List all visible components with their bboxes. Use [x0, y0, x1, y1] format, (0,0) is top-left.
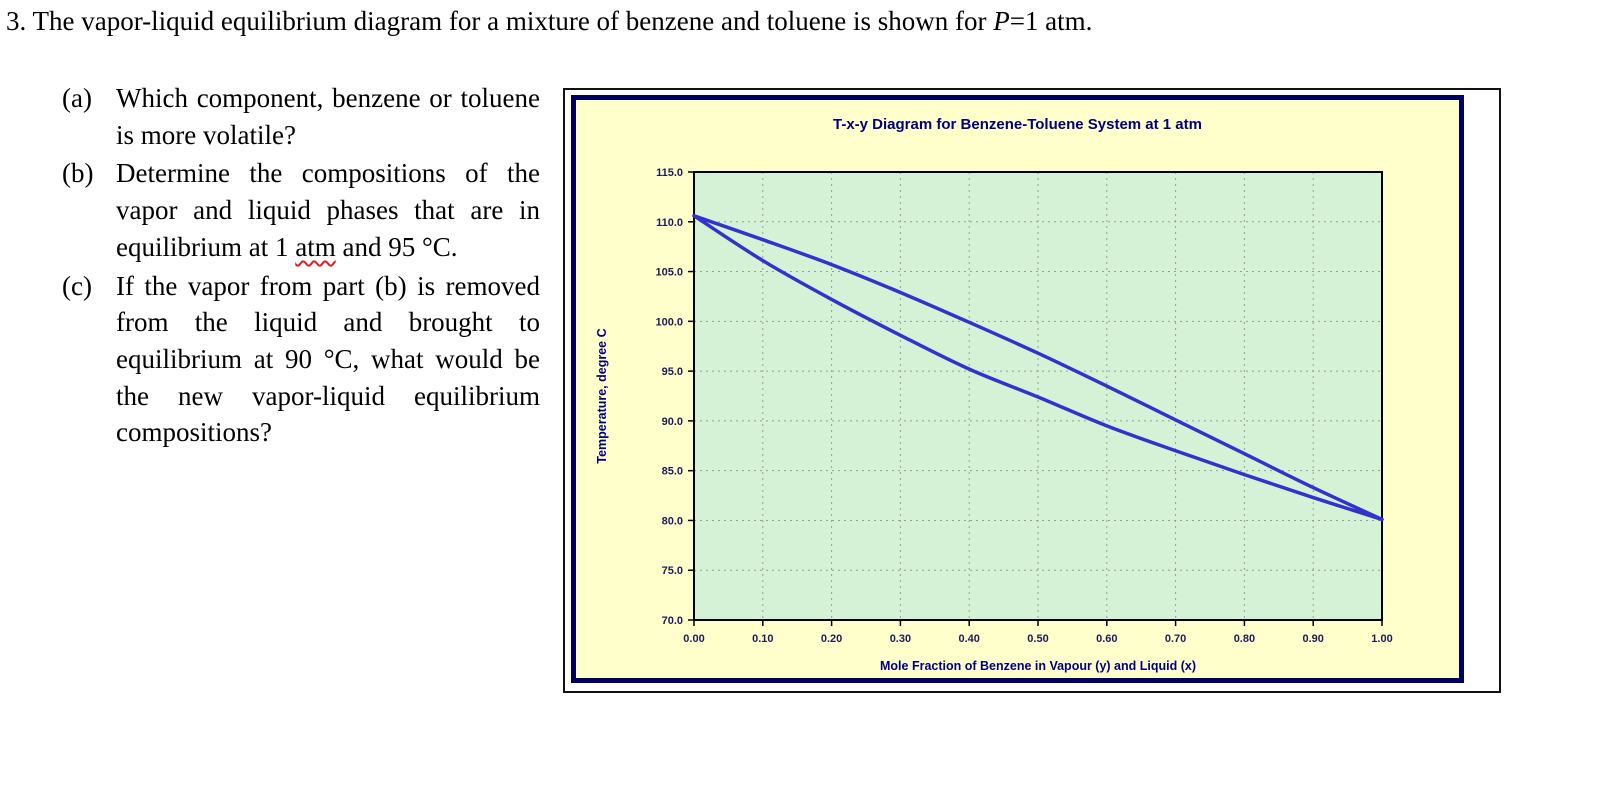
y-tick-label: 90.0: [662, 416, 683, 428]
x-tick-label: 0.50: [1027, 633, 1048, 645]
part-a-text: Which component, benzene or toluene is m…: [116, 83, 540, 150]
question-title: 3. The vapor-liquid equilibrium diagram …: [6, 4, 1186, 39]
question-text: 3. The vapor-liquid equilibrium diagram …: [6, 6, 994, 36]
x-tick-label: 0.90: [1302, 633, 1323, 645]
part-c: (c) If the vapor from part (b) is remove…: [62, 268, 540, 452]
y-tick-label: 115.0: [656, 167, 683, 179]
part-a-label: (a): [62, 83, 92, 113]
part-c-text: If the vapor from part (b) is removed fr…: [116, 270, 540, 448]
part-c-label: (c): [62, 270, 92, 301]
txy-chart: T-x-y Diagram for Benzene-Toluene System…: [571, 95, 1464, 683]
equilibrium-curve: [692, 214, 1384, 522]
part-b-text-pre: Determine the compositions of the vapor …: [116, 158, 540, 262]
x-tick-label: 0.20: [821, 633, 842, 645]
x-tick-label: 0.30: [890, 633, 911, 645]
y-tick-label: 105.0: [655, 267, 683, 279]
y-tick-label: 100.0: [655, 316, 683, 328]
part-a: (a) Which component, benzene or toluene …: [62, 80, 540, 153]
part-b-label: (b): [62, 158, 94, 189]
equilibrium-curve: [692, 214, 1384, 522]
x-tick-label: 1.00: [1371, 633, 1392, 645]
question-text-tail: =1 atm.: [1009, 6, 1093, 36]
part-b-text: Determine the compositions of the vapor …: [116, 155, 540, 265]
y-axis-title: Temperature, degree C: [595, 328, 609, 463]
x-tick-label: 0.80: [1234, 633, 1255, 645]
question-parts: (a) Which component, benzene or toluene …: [62, 80, 540, 453]
x-tick-label: 0.00: [683, 633, 704, 645]
x-axis-title: Mole Fraction of Benzene in Vapour (y) a…: [880, 659, 1196, 673]
y-tick-label: 70.0: [662, 615, 683, 627]
part-b-text-post: and 95 °C.: [335, 231, 458, 262]
part-b-misspelled-word: atm: [295, 231, 336, 262]
chart-canvas: 0.00 0.10 0.20 0.30 0.40 0.50 0.60 0.70 0.80 0.90…: [595, 167, 1393, 673]
y-tick-label: 110.0: [656, 217, 683, 229]
y-tick-label: 85.0: [662, 466, 683, 478]
y-tick-label: 75.0: [662, 565, 683, 577]
y-tick-label: 80.0: [662, 515, 683, 527]
chart-title: T-x-y Diagram for Benzene-Toluene System…: [833, 116, 1202, 133]
x-tick-label: 0.40: [958, 633, 979, 645]
question-variable: P: [993, 6, 1010, 36]
y-tick-label: 95.0: [662, 366, 683, 378]
x-tick-label: 0.70: [1165, 633, 1186, 645]
x-tick-label: 0.60: [1096, 633, 1117, 645]
chart-frame: T-x-y Diagram for Benzene-Toluene System…: [563, 88, 1501, 693]
x-tick-label: 0.10: [752, 633, 773, 645]
part-b: (b) Determine the compositions of the va…: [62, 155, 540, 265]
